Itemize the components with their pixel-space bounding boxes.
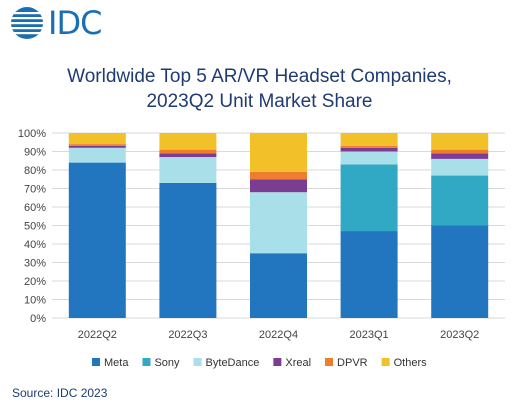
- y-tick-label: 70%: [24, 184, 46, 196]
- bar-segment-dpvr: [250, 171, 307, 180]
- bar-segment-others: [250, 133, 307, 172]
- y-tick-label: 50%: [24, 221, 46, 233]
- idc-logo: IDC: [10, 4, 102, 42]
- legend-swatch: [193, 358, 202, 366]
- chart-title: Worldwide Top 5 AR/VR Headset Companies,: [67, 66, 452, 87]
- bar-segment-others: [159, 133, 217, 150]
- bar-segment-sony: [431, 175, 489, 226]
- x-tick-label: 2023Q2: [440, 329, 479, 341]
- bar-segment-sony: [340, 164, 398, 232]
- x-tick-label: 2022Q2: [78, 329, 117, 341]
- bar-segment-dpvr: [431, 149, 489, 154]
- bar-segment-meta: [250, 253, 307, 318]
- x-tick-label: 2022Q3: [168, 329, 207, 341]
- bar-segment-bytedance: [250, 192, 307, 254]
- y-tick-label: 20%: [24, 276, 46, 288]
- bar-segment-others: [68, 133, 126, 145]
- logo-text: IDC: [48, 4, 102, 42]
- y-tick-label: 90%: [24, 147, 46, 159]
- legend-item-xreal: Xreal: [273, 357, 311, 369]
- legend: Meta Sony ByteDance Xreal DPVR Others: [92, 357, 427, 369]
- bar-segment-dpvr: [159, 149, 217, 154]
- y-tick-label: 0%: [30, 313, 46, 325]
- x-axis-ticks: 2022Q2 2022Q3 2022Q4 2023Q1 2023Q2: [78, 329, 480, 341]
- chart-subtitle: 2023Q2 Unit Market Share: [146, 91, 373, 112]
- bar-segment-bytedance: [431, 158, 489, 176]
- legend-label: Meta: [104, 357, 129, 369]
- y-tick-label: 10%: [24, 295, 46, 307]
- x-tick-label: 2023Q1: [350, 329, 389, 341]
- legend-item-bytedance: ByteDance: [193, 357, 260, 369]
- bar-segment-xreal: [159, 153, 217, 158]
- bar-segment-meta: [431, 225, 489, 318]
- bar-segment-bytedance: [159, 157, 217, 183]
- legend-item-sony: Sony: [142, 357, 180, 369]
- bar-segment-xreal: [431, 153, 489, 159]
- legend-label: Xreal: [285, 357, 311, 369]
- y-tick-label: 40%: [24, 239, 46, 251]
- bar-segment-xreal: [340, 147, 398, 152]
- y-tick-label: 30%: [24, 258, 46, 270]
- bar-segment-others: [431, 133, 489, 150]
- source-note: Source: IDC 2023: [12, 386, 108, 400]
- legend-swatch: [381, 358, 390, 366]
- legend-label: Others: [394, 357, 428, 369]
- legend-item-others: Others: [381, 357, 428, 369]
- bar-segment-meta: [340, 231, 398, 318]
- y-axis-ticks: 0% 10% 20% 30% 40% 50% 60% 70% 80% 90% 100%: [18, 128, 46, 325]
- legend-swatch: [142, 358, 151, 366]
- bar-segment-meta: [68, 162, 126, 318]
- legend-item-meta: Meta: [92, 357, 129, 369]
- legend-item-dpvr: DPVR: [325, 357, 368, 369]
- legend-swatch: [325, 358, 334, 366]
- bar-segment-meta: [159, 182, 217, 318]
- globe-icon: [11, 7, 43, 39]
- bar-segment-dpvr: [68, 144, 126, 146]
- y-tick-label: 100%: [18, 128, 46, 140]
- legend-label: DPVR: [337, 357, 368, 369]
- legend-label: Sony: [154, 357, 180, 369]
- x-tick-label: 2022Q4: [259, 329, 298, 341]
- legend-swatch: [92, 358, 100, 366]
- bar-segment-dpvr: [340, 145, 398, 148]
- legend-label: ByteDance: [206, 357, 260, 369]
- bars: [68, 133, 489, 318]
- bar-segment-xreal: [250, 179, 307, 193]
- bar-segment-bytedance: [68, 147, 126, 163]
- y-tick-label: 60%: [24, 202, 46, 214]
- bar-segment-bytedance: [340, 151, 398, 165]
- y-tick-label: 80%: [24, 165, 46, 177]
- bar-segment-xreal: [68, 145, 126, 148]
- legend-swatch: [273, 358, 282, 366]
- bar-segment-others: [340, 133, 398, 146]
